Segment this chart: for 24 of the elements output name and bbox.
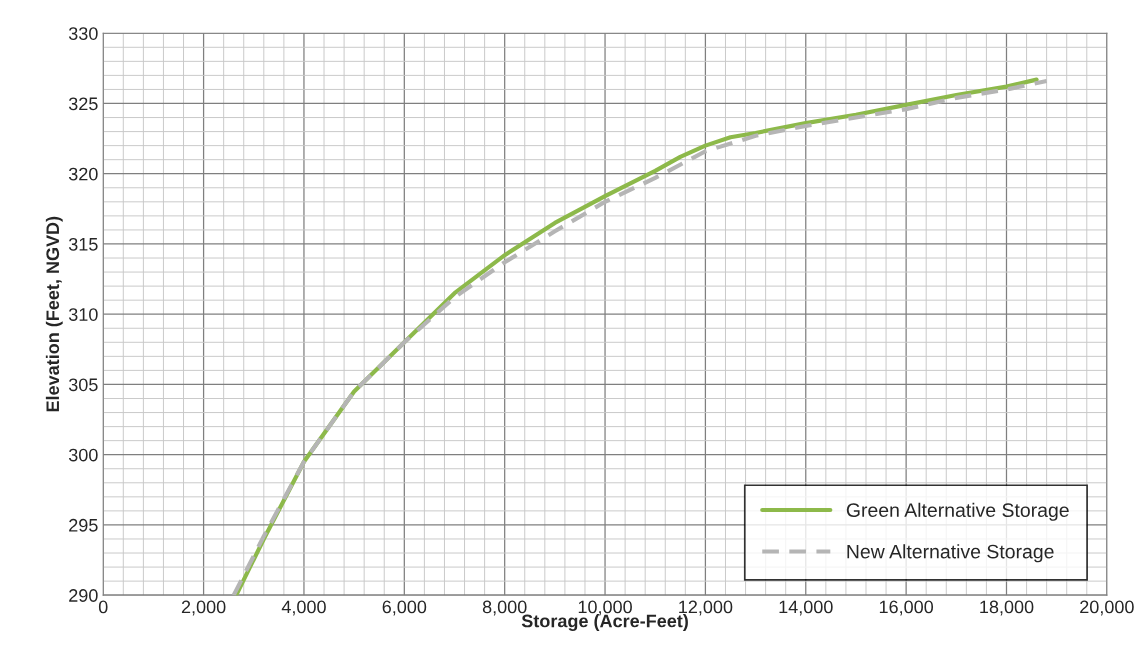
y-tick-label: 320 <box>68 167 98 181</box>
x-axis-title: Storage (Acre-Feet) <box>521 614 688 631</box>
x-tick-label: 16,000 <box>879 600 934 616</box>
x-tick-label: 12,000 <box>679 600 733 616</box>
y-tick-label: 325 <box>68 97 98 111</box>
y-tick-label: 310 <box>68 308 98 321</box>
x-tick-label: 0 <box>98 600 108 614</box>
legend-label: New Alternative Storage <box>847 544 1054 563</box>
x-tick-label: 10,000 <box>578 600 632 616</box>
x-tick-label: 20,000 <box>1080 600 1134 616</box>
legend-label: Green Alternative Storage <box>846 502 1069 521</box>
y-axis-title: Elevation (Feet, NGVD) <box>45 216 63 412</box>
y-tick-label: 315 <box>68 237 98 251</box>
y-tick-label: 305 <box>68 378 98 392</box>
x-tick-label: 18,000 <box>980 600 1034 616</box>
y-tick-label: 290 <box>69 589 98 602</box>
y-tick-label: 300 <box>68 448 98 462</box>
y-tick-label: 330 <box>68 27 98 40</box>
y-tick-label: 295 <box>69 518 98 532</box>
x-tick-label: 8,000 <box>482 600 527 616</box>
x-tick-label: 6,000 <box>382 600 427 616</box>
x-tick-label: 4,000 <box>281 600 326 616</box>
x-tick-label: 2,000 <box>181 600 226 616</box>
x-tick-label: 14,000 <box>779 600 833 616</box>
